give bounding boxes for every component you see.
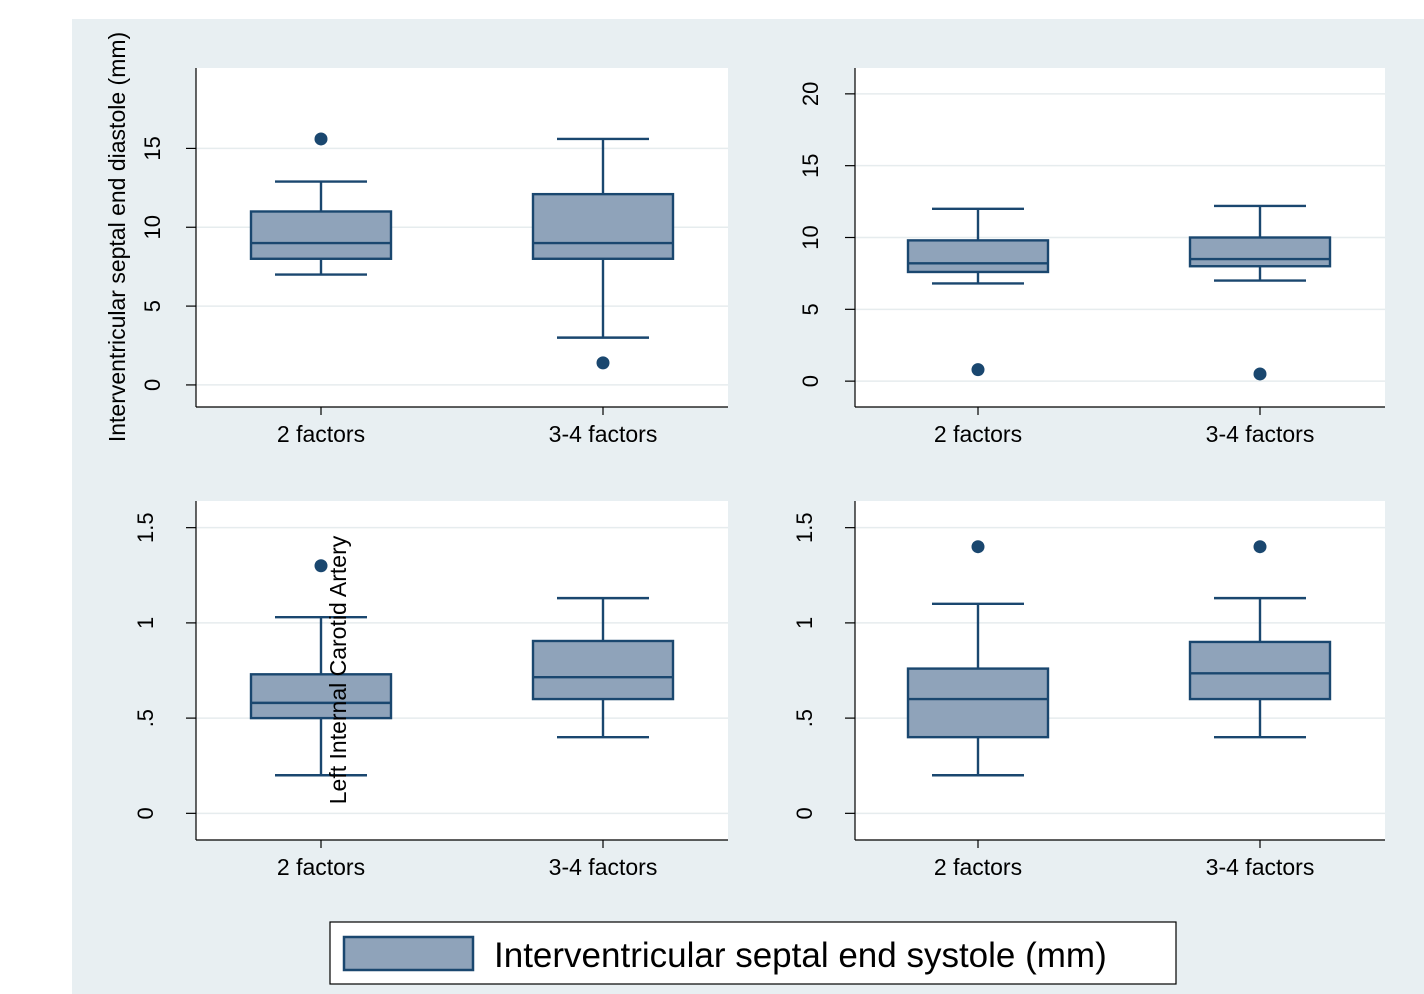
x-tick-label: 2 factors xyxy=(934,421,1022,447)
outlier-point xyxy=(314,132,328,146)
outlier-point xyxy=(596,356,610,370)
outlier-point xyxy=(971,363,985,377)
y-tick-label: .5 xyxy=(792,709,817,727)
box-iqr xyxy=(531,639,675,701)
legend: Interventricular septal end systole (mm) xyxy=(329,921,1177,985)
y-axis-title: Left Internal Carotid Artery xyxy=(325,535,351,804)
panel-bottom-right: 0 .5 1 1.5 2 factors 3-4 factors xyxy=(792,501,1385,880)
y-tick-label: 15 xyxy=(140,136,165,160)
y-tick-label: 0 xyxy=(798,375,823,387)
y-tick-label: .5 xyxy=(133,709,158,727)
outlier-point xyxy=(314,559,328,573)
box-iqr xyxy=(1188,640,1332,701)
y-tick-label: 1.5 xyxy=(792,512,817,543)
x-tick-label: 2 factors xyxy=(277,854,365,880)
outlier-point xyxy=(971,540,985,554)
outlier-point xyxy=(1253,540,1267,554)
x-tick-label: 2 factors xyxy=(277,421,365,447)
x-tick-label: 3-4 factors xyxy=(549,854,658,880)
y-tick-label: 0 xyxy=(140,379,165,391)
y-tick-label: 0 xyxy=(133,807,158,819)
box-iqr xyxy=(906,667,1050,739)
box-iqr xyxy=(1188,236,1332,268)
panel-top-right: 0 5 10 15 20 2 factors 3-4 factors xyxy=(798,68,1385,447)
box-iqr xyxy=(906,239,1050,274)
legend-label: Interventricular septal end systole (mm) xyxy=(494,936,1107,975)
box-iqr xyxy=(249,210,393,260)
panel-top-left: 0 5 10 15 2 factors 3-4 factors Interventricul… xyxy=(104,32,728,447)
box-iqr xyxy=(249,673,393,720)
box-iqr xyxy=(531,192,675,260)
y-tick-label: 20 xyxy=(798,82,823,106)
y-axis-title: Interventricular septal end diastole (mm… xyxy=(104,32,130,442)
x-tick-label: 3-4 factors xyxy=(1206,854,1315,880)
y-tick-label: 5 xyxy=(140,300,165,312)
x-tick-label: 3-4 factors xyxy=(1206,421,1315,447)
y-tick-label: 15 xyxy=(798,153,823,177)
x-tick-label: 2 factors xyxy=(934,854,1022,880)
y-tick-label: 0 xyxy=(792,807,817,819)
y-tick-label: 5 xyxy=(798,303,823,315)
outlier-point xyxy=(1253,367,1267,381)
y-tick-label: 10 xyxy=(798,225,823,249)
legend-swatch xyxy=(342,935,475,972)
x-tick-label: 3-4 factors xyxy=(549,421,658,447)
panel-bottom-left: 0 .5 1 1.5 2 factors 3-4 factors Left Internal… xyxy=(133,501,728,880)
y-tick-label: 10 xyxy=(140,215,165,239)
y-tick-label: 1 xyxy=(133,617,158,629)
y-tick-label: 1 xyxy=(792,617,817,629)
y-tick-label: 1.5 xyxy=(133,512,158,543)
